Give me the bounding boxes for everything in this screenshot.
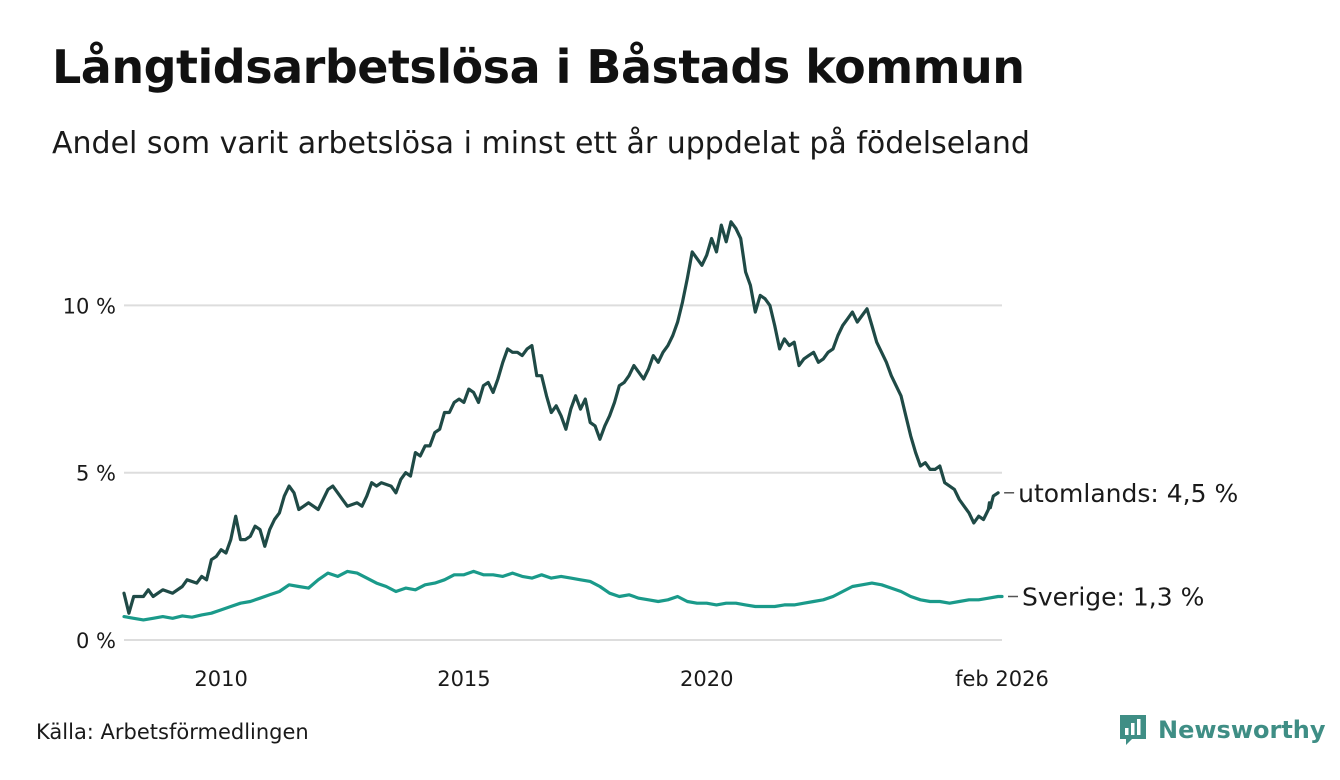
newsworthy-logo-icon bbox=[1120, 715, 1146, 745]
series-lines bbox=[122, 220, 1004, 622]
x-tick-label: 2015 bbox=[437, 667, 490, 691]
series-end-label: utomlands: 4,5 % bbox=[1018, 479, 1238, 508]
y-tick-label: 0 % bbox=[76, 629, 116, 653]
brand-name: Newsworthy bbox=[1158, 716, 1326, 744]
chart-subtitle: Andel som varit arbetslösa i minst ett å… bbox=[52, 126, 1030, 161]
series-labels: utomlands: 4,5 % Sverige: 1,3 % bbox=[1004, 479, 1238, 612]
series-end-label: Sverige: 1,3 % bbox=[1022, 583, 1204, 612]
x-tick-label: feb 2026 bbox=[955, 667, 1049, 691]
y-tick-label: 5 % bbox=[76, 462, 116, 486]
brand-logo[interactable]: Newsworthy bbox=[1118, 712, 1326, 748]
x-tick-label: 2020 bbox=[680, 667, 733, 691]
y-axis: 0 % 5 % 10 % bbox=[63, 294, 116, 653]
gridlines bbox=[124, 304, 1002, 641]
y-tick-label: 10 % bbox=[63, 294, 116, 318]
x-axis: 2010 2015 2020 feb 2026 bbox=[194, 667, 1048, 691]
chart-title: Långtidsarbetslösa i Båstads kommun bbox=[52, 40, 1025, 94]
source-note: Källa: Arbetsförmedlingen bbox=[36, 720, 309, 744]
x-tick-label: 2010 bbox=[194, 667, 247, 691]
series-line-sverige bbox=[122, 569, 1004, 622]
series-line-utomlands bbox=[122, 220, 1000, 615]
